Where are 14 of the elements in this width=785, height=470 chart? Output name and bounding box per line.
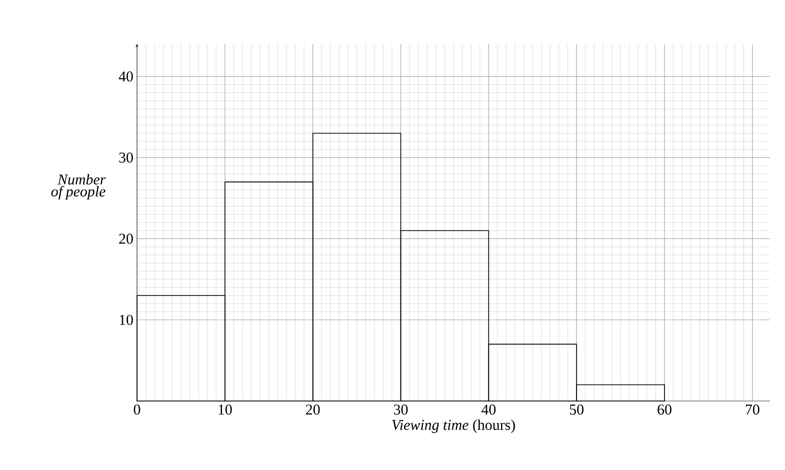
y-tick-label: 10 — [120, 314, 133, 325]
x-tick-label: 50 — [570, 404, 584, 415]
x-tick-label: 20 — [306, 404, 320, 415]
x-tick-label: 70 — [746, 404, 760, 415]
y-tick-label: 20 — [119, 234, 133, 244]
x-axis-title: Viewing time (hours) — [392, 419, 515, 433]
x-tick-label: 0 — [134, 404, 140, 415]
x-tick-label: 30 — [394, 404, 408, 415]
y-axis-title: Number of people — [51, 174, 106, 200]
x-tick-label: 60 — [658, 404, 672, 415]
x-tick-label: 10 — [218, 404, 232, 415]
x-tick-label: 40 — [481, 404, 496, 415]
y-tick-label: 30 — [119, 152, 133, 163]
y-tick-label: 40 — [118, 71, 133, 82]
